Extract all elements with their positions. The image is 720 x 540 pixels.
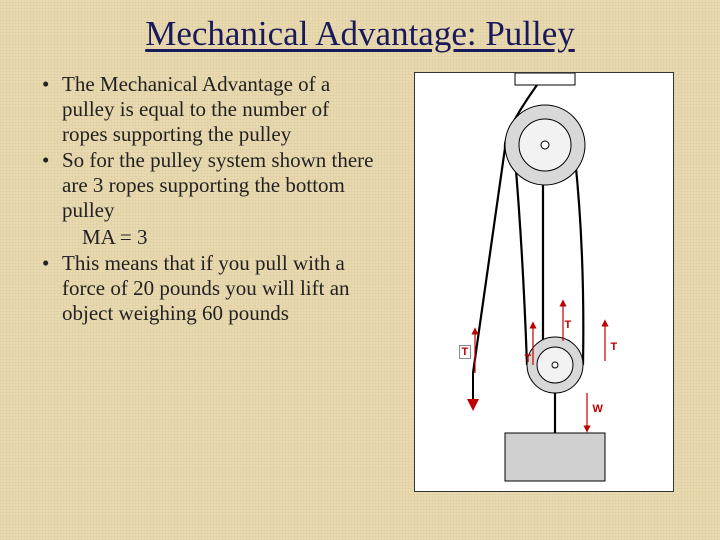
- label-w: W: [593, 403, 603, 415]
- bullet-2-sub: MA = 3: [42, 225, 377, 250]
- weight-block: [505, 433, 605, 481]
- content-row: The Mechanical Advantage of a pulley is …: [0, 54, 720, 492]
- top-pulley-hub: [541, 141, 549, 149]
- bullet-list: The Mechanical Advantage of a pulley is …: [42, 72, 377, 492]
- top-anchor: [515, 73, 575, 85]
- label-t-mid: T: [565, 319, 572, 331]
- pulley-svg: [415, 73, 675, 493]
- label-t-pull: T: [459, 345, 472, 359]
- bullet-3: This means that if you pull with a force…: [42, 251, 377, 325]
- bullet-2: So for the pulley system shown there are…: [42, 148, 377, 222]
- label-t-right: T: [611, 341, 618, 353]
- bullet-1: The Mechanical Advantage of a pulley is …: [42, 72, 377, 146]
- pulley-diagram: T T T T W: [414, 72, 674, 492]
- diagram-container: T T T T W: [377, 72, 690, 492]
- page-title: Mechanical Advantage: Pulley: [0, 0, 720, 54]
- label-t-left: T: [525, 353, 532, 365]
- bottom-pulley-hub: [552, 362, 558, 368]
